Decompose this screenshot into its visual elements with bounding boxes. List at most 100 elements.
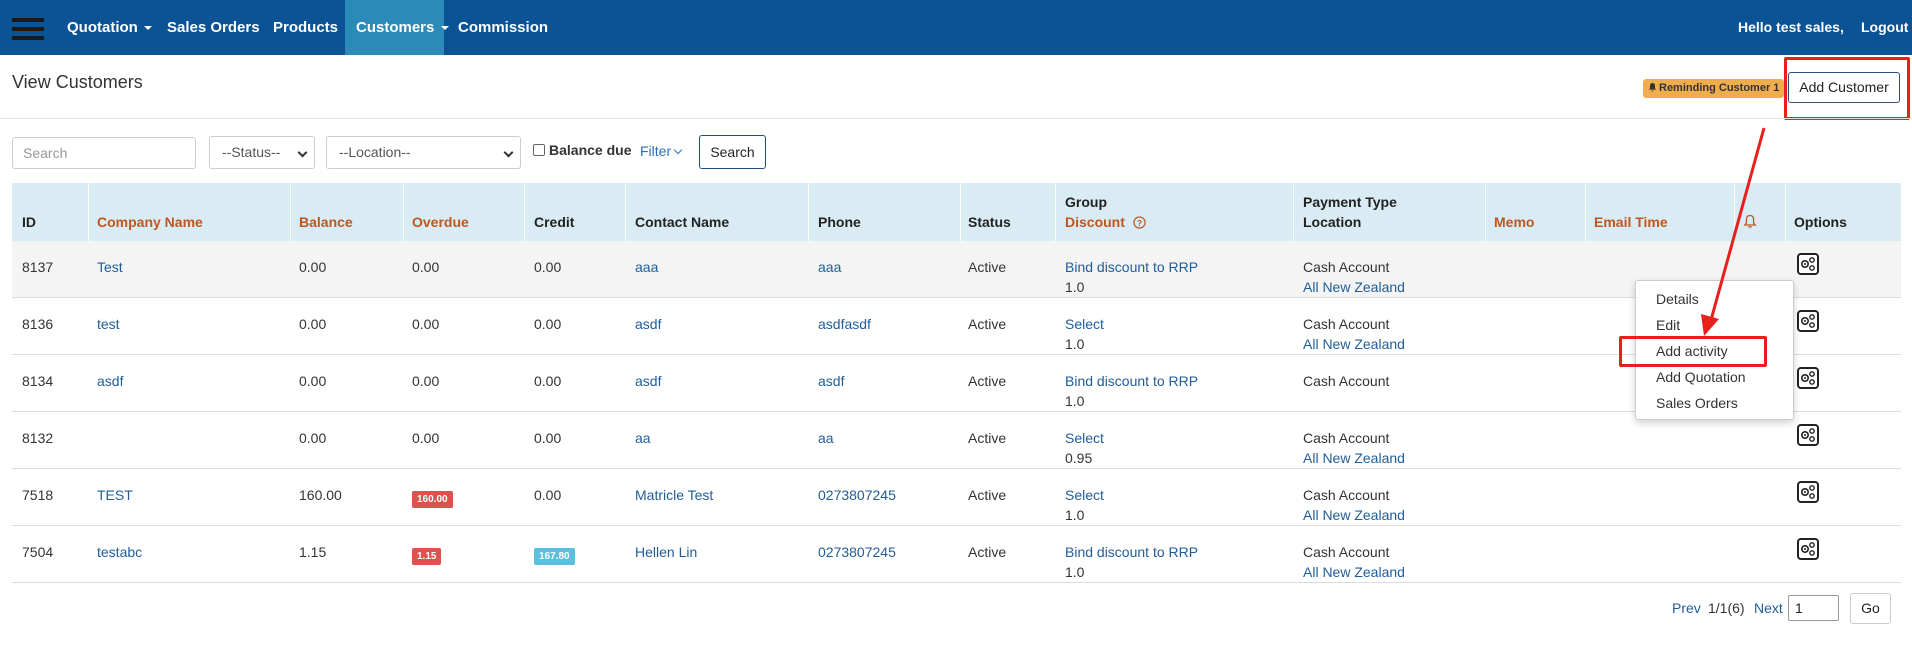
overdue-value: 0.00: [412, 373, 440, 389]
header-discount[interactable]: Discount ?: [1065, 214, 1146, 230]
svg-text:?: ?: [1137, 218, 1142, 228]
caret-down-icon: [440, 26, 449, 31]
cell-group[interactable]: Select: [1065, 487, 1104, 503]
reminding-customer-badge[interactable]: Reminding Customer 1: [1643, 79, 1785, 98]
cell-phone[interactable]: aaa: [818, 259, 842, 275]
location-select[interactable]: --Location--: [326, 136, 521, 169]
cell-contact-name[interactable]: asdf: [635, 316, 662, 332]
header-balance[interactable]: Balance: [299, 214, 353, 230]
checkbox-box[interactable]: [533, 144, 545, 156]
nav-products[interactable]: Products: [273, 19, 339, 36]
cell-group[interactable]: Bind discount to RRP: [1065, 373, 1199, 389]
cell-phone[interactable]: 0273807245: [818, 544, 896, 560]
cell-credit: 0.00: [534, 259, 561, 275]
cell-contact-name[interactable]: Matricle Test: [635, 487, 714, 503]
cell-group[interactable]: Select: [1065, 316, 1104, 332]
header-location: Location: [1303, 214, 1362, 230]
pagination-prev[interactable]: Prev: [1672, 600, 1701, 616]
go-button[interactable]: Go: [1850, 593, 1891, 624]
header-overdue[interactable]: Overdue: [412, 214, 469, 230]
cell-id: 8134: [22, 373, 54, 389]
add-customer-button[interactable]: Add Customer: [1788, 72, 1900, 103]
cell-contact-name[interactable]: asdf: [635, 373, 662, 389]
menu-item-add-activity[interactable]: Add activity: [1656, 343, 1728, 359]
menu-item-add-quotation[interactable]: Add Quotation: [1656, 369, 1746, 385]
cell-phone[interactable]: aa: [818, 430, 834, 446]
search-input[interactable]: Search: [12, 137, 196, 169]
cell-company-name[interactable]: asdf: [97, 373, 124, 389]
nav-quotation[interactable]: Quotation: [56, 0, 163, 55]
header-memo[interactable]: Memo: [1494, 214, 1535, 230]
chevron-down-icon: [503, 147, 514, 158]
balance-due-checkbox[interactable]: Balance due: [533, 142, 631, 158]
options-gear-icon[interactable]: [1797, 253, 1819, 275]
cell-location[interactable]: All New Zealand: [1303, 564, 1405, 580]
filter-toggle[interactable]: Filter: [640, 143, 683, 159]
overdue-badge: 1.15: [412, 548, 442, 565]
cell-payment-type: Cash Account: [1303, 373, 1390, 389]
header-email-time[interactable]: Email Time: [1594, 214, 1668, 230]
logout-link[interactable]: Logout: [1861, 19, 1909, 35]
overdue-value: 0.00: [412, 259, 440, 275]
cell-contact-name[interactable]: aa: [635, 430, 651, 446]
top-navbar: Quotation Sales Orders Products Customer…: [0, 0, 1912, 55]
cell-group[interactable]: Bind discount to RRP: [1065, 259, 1199, 275]
cell-location[interactable]: All New Zealand: [1303, 336, 1405, 352]
page-title: View Customers: [12, 72, 143, 92]
bell-icon: [1648, 82, 1657, 92]
credit-value: 0.00: [534, 316, 562, 332]
cell-location[interactable]: All New Zealand: [1303, 450, 1405, 466]
page-number-input[interactable]: 1: [1788, 595, 1839, 621]
cell-phone[interactable]: asdf: [818, 373, 845, 389]
options-gear-icon[interactable]: [1797, 367, 1819, 389]
cell-credit: 0.00: [534, 373, 561, 389]
highlight-box-add-activity: [1619, 336, 1767, 367]
pagination-next[interactable]: Next: [1754, 600, 1783, 616]
cell-payment-type: Cash Account: [1303, 544, 1390, 560]
header-status: Status: [968, 214, 1011, 230]
options-gear-icon[interactable]: [1797, 424, 1819, 446]
table-row: [12, 412, 1901, 469]
cell-group[interactable]: Bind discount to RRP: [1065, 544, 1199, 560]
chevron-down-icon: [297, 147, 308, 158]
options-gear-icon[interactable]: [1797, 538, 1819, 560]
help-icon[interactable]: ?: [1133, 216, 1146, 229]
options-gear-icon[interactable]: [1797, 481, 1819, 503]
cell-contact-name[interactable]: aaa: [635, 259, 659, 275]
overdue-value: 0.00: [412, 430, 440, 446]
hamburger-menu-icon[interactable]: [12, 18, 44, 40]
cell-phone[interactable]: 0273807245: [818, 487, 896, 503]
header-phone: Phone: [818, 214, 861, 230]
header-id: ID: [22, 214, 36, 230]
cell-discount: 1.0: [1065, 564, 1085, 580]
menu-item-details[interactable]: Details: [1656, 291, 1699, 307]
cell-payment-type: Cash Account: [1303, 430, 1390, 446]
cell-location[interactable]: All New Zealand: [1303, 279, 1405, 295]
header-company-name[interactable]: Company Name: [97, 214, 203, 230]
cell-company-name[interactable]: Test: [97, 259, 123, 275]
cell-contact-name[interactable]: Hellen Lin: [635, 544, 698, 560]
menu-item-sales-orders[interactable]: Sales Orders: [1656, 395, 1738, 411]
header-options: Options: [1794, 214, 1847, 230]
cell-id: 7518: [22, 487, 54, 503]
menu-item-edit[interactable]: Edit: [1656, 317, 1681, 333]
cell-credit: 167.80: [534, 546, 575, 565]
cell-id: 8137: [22, 259, 54, 275]
status-select[interactable]: --Status--: [209, 136, 315, 169]
cell-group[interactable]: Select: [1065, 430, 1104, 446]
cell-company-name[interactable]: TEST: [97, 487, 133, 503]
options-gear-icon[interactable]: [1797, 310, 1819, 332]
cell-status: Active: [968, 259, 1007, 275]
search-button[interactable]: Search: [699, 135, 766, 169]
cell-company-name[interactable]: test: [97, 316, 120, 332]
cell-discount: 1.0: [1065, 279, 1085, 295]
cell-payment-type: Cash Account: [1303, 487, 1390, 503]
nav-commission[interactable]: Commission: [458, 19, 549, 36]
cell-location[interactable]: All New Zealand: [1303, 507, 1405, 523]
nav-sales-orders[interactable]: Sales Orders: [167, 19, 260, 36]
credit-badge: 167.80: [534, 548, 575, 565]
nav-customers[interactable]: Customers: [345, 0, 449, 55]
bell-icon: [1743, 214, 1757, 228]
cell-phone[interactable]: asdfasdf: [818, 316, 871, 332]
cell-company-name[interactable]: testabc: [97, 544, 143, 560]
